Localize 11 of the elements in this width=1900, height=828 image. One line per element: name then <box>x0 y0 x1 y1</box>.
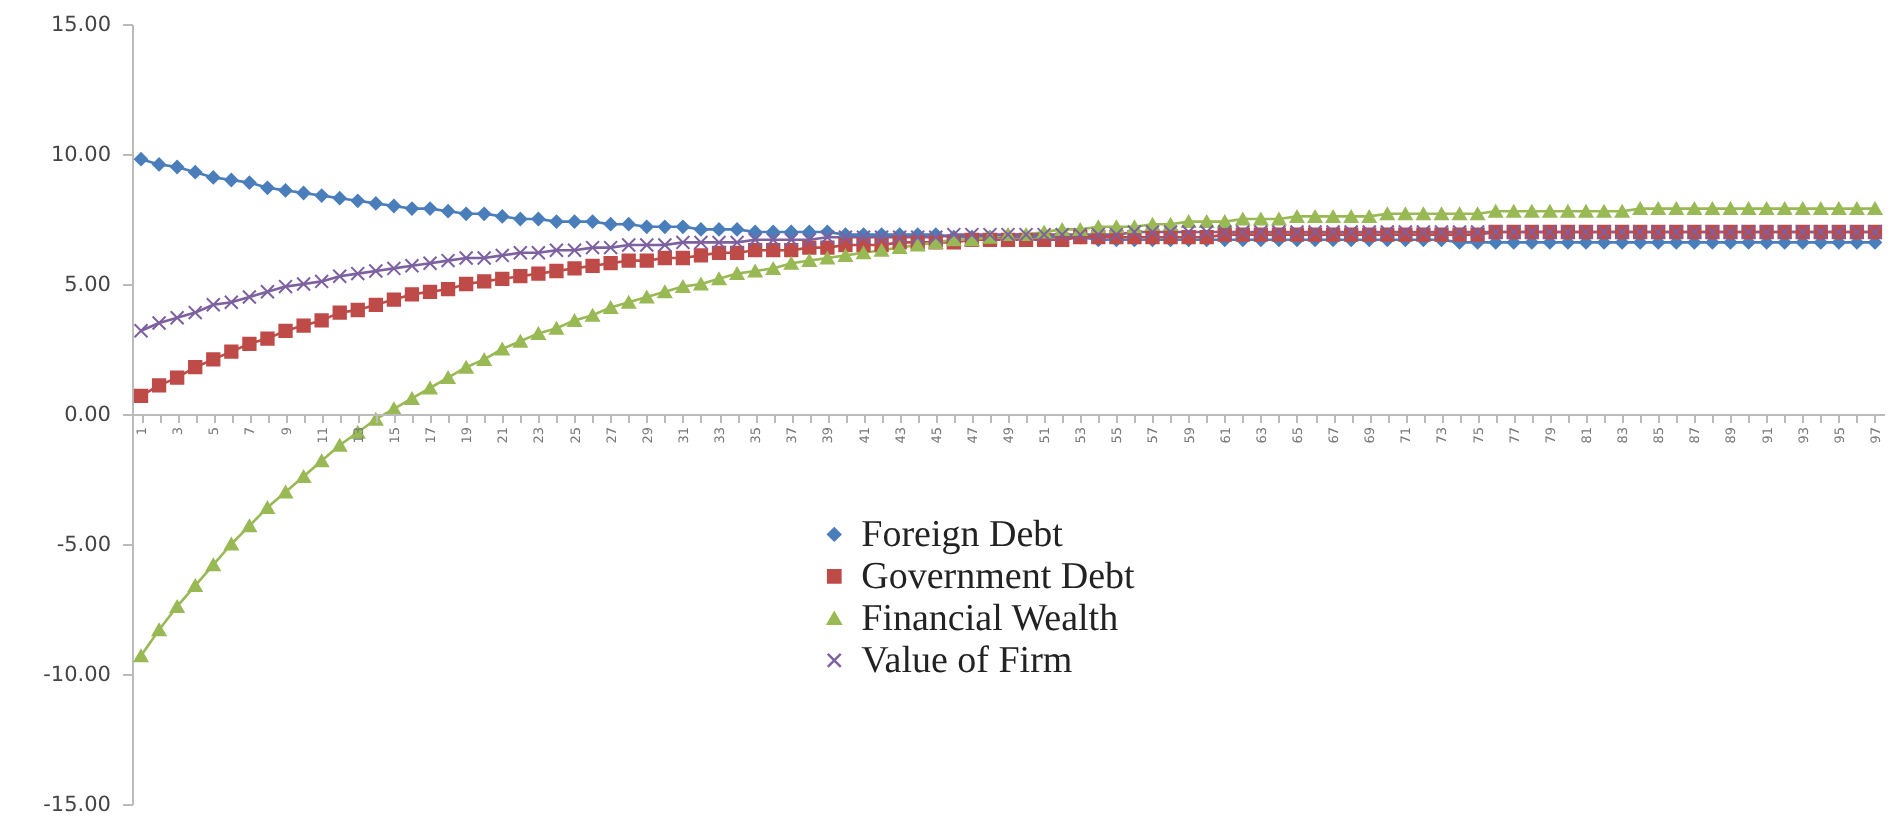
legend-label: Value of Firm <box>861 640 1073 683</box>
y-tick-label: 0.00 <box>64 403 111 427</box>
legend-label: Government Debt <box>861 556 1137 599</box>
y-tick-label: -5.00 <box>56 533 111 557</box>
y-tick-label: -15.00 <box>43 793 111 817</box>
legend-label: Foreign Debt <box>861 514 1065 557</box>
legend-label: Financial Wealth <box>861 598 1120 641</box>
y-tick-label: 15.00 <box>50 13 111 37</box>
y-tick-label: 5.00 <box>64 273 111 297</box>
y-tick-label: 10.00 <box>50 143 111 167</box>
y-tick-label: -10.00 <box>43 663 111 687</box>
